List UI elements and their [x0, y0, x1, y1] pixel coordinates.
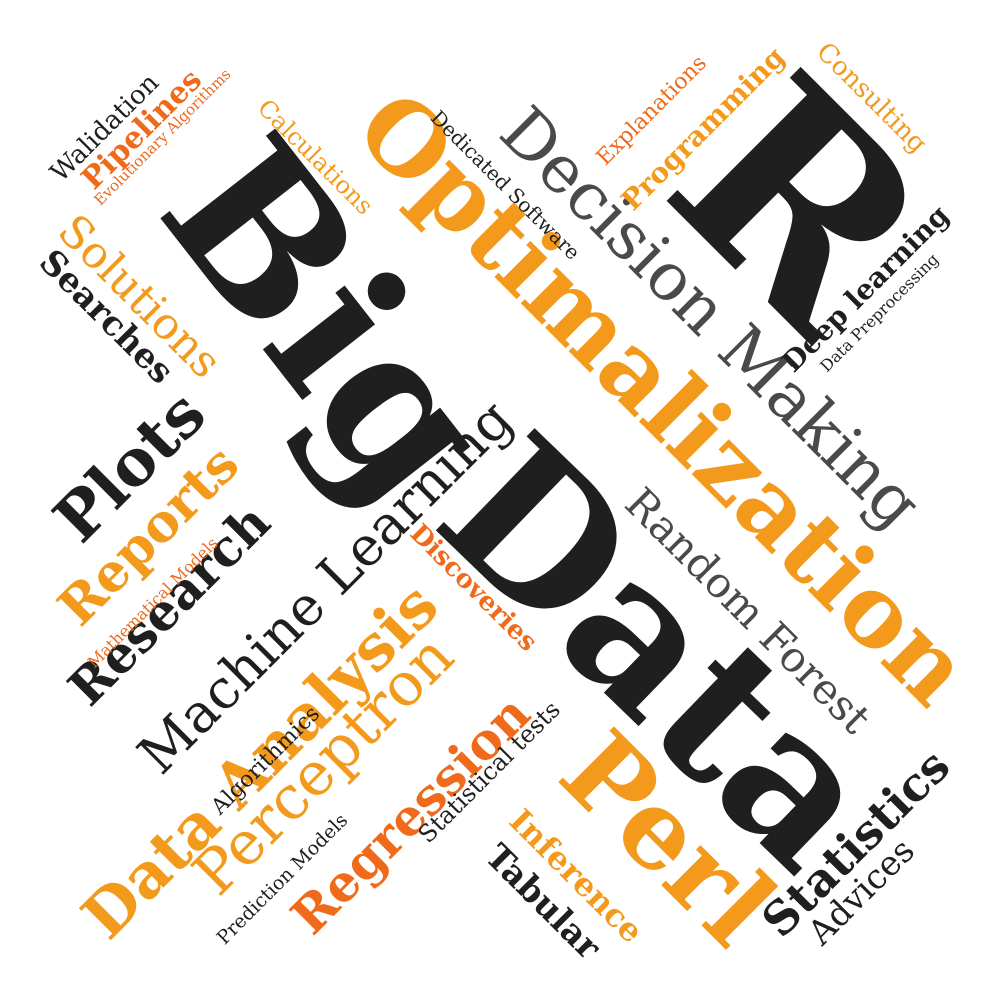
- word-cloud: Big Data R Optimalization Perl Decision …: [31, 20, 989, 971]
